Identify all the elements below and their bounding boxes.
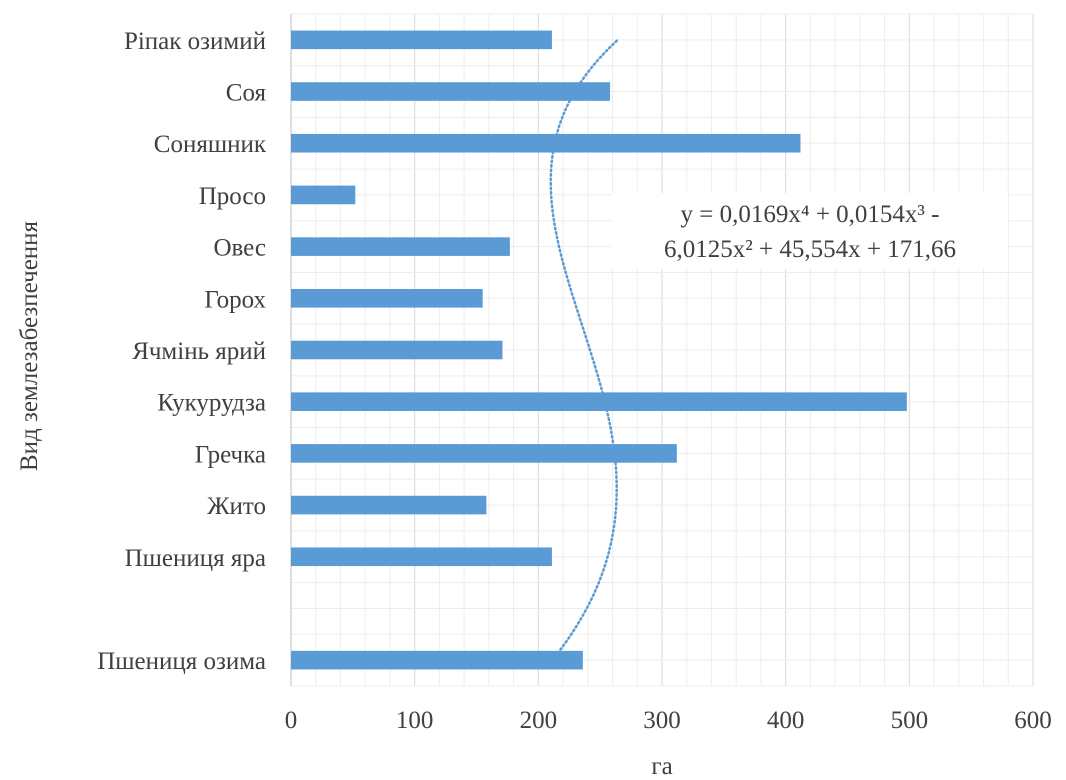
- category-label: Кукурудза: [157, 390, 266, 417]
- bar: [291, 289, 483, 308]
- trendline-curve: [549, 38, 620, 662]
- x-tick-label: 100: [396, 707, 434, 734]
- trendline-equation-line-2: 6,0125x² + 45,554x + 171,66: [664, 236, 956, 263]
- bar: [291, 392, 907, 411]
- bar: [291, 82, 611, 101]
- category-label: Пшениця озима: [97, 648, 266, 675]
- y-axis-title: Вид землезабезпечення: [16, 220, 43, 471]
- bar: [291, 495, 487, 515]
- category-label: Соняшник: [154, 131, 267, 158]
- category-label: Просо: [199, 183, 266, 210]
- x-tick-label: 400: [767, 707, 805, 734]
- category-label: Горох: [204, 286, 266, 313]
- bar: [291, 340, 503, 360]
- trendline: [549, 38, 620, 662]
- x-tick-label: 500: [891, 707, 929, 734]
- category-label: Пшениця яра: [125, 545, 266, 572]
- trendline-equation-line-1: y = 0,0169x⁴ + 0,0154x³ -: [681, 201, 940, 228]
- bar: [291, 650, 583, 670]
- category-label: Гречка: [195, 441, 266, 468]
- bar: [291, 444, 677, 463]
- x-tick-label: 0: [285, 707, 298, 734]
- category-label: Ячмінь ярий: [132, 338, 266, 365]
- bar: [291, 547, 552, 567]
- x-tick-label: 200: [520, 707, 558, 734]
- category-label: Ріпак озимий: [124, 28, 266, 55]
- bar: [291, 30, 552, 50]
- bar: [291, 237, 510, 256]
- category-labels: Пшениця озима Пшениця яра Жито Гречка Кукуру…: [97, 28, 267, 675]
- bar: [291, 185, 356, 205]
- x-tick-label: 600: [1014, 707, 1052, 734]
- x-axis-title: га: [651, 753, 672, 780]
- category-label: Овес: [213, 235, 266, 262]
- equation-background: [612, 193, 1008, 269]
- category-label: Соя: [226, 80, 267, 107]
- bars: [291, 30, 907, 670]
- category-label: Жито: [207, 493, 266, 520]
- bar: [291, 133, 801, 153]
- x-tick-label: 300: [643, 707, 681, 734]
- x-tick-labels: 0 100 200 300 400 500 600: [285, 707, 1052, 734]
